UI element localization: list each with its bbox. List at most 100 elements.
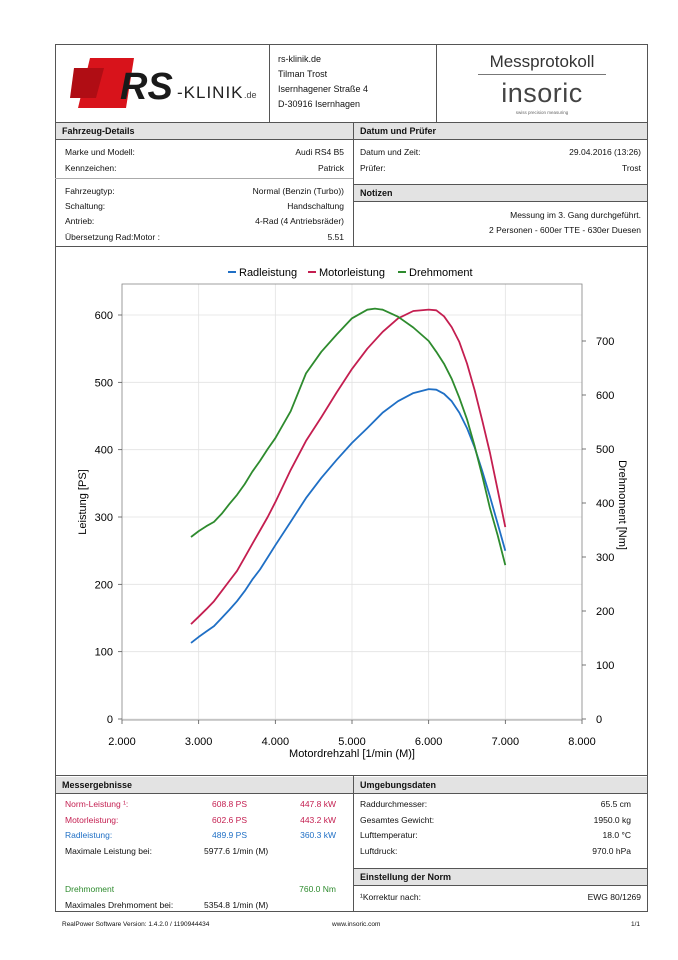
address-line: Isernhagener Straße 4 [278,84,369,94]
results-top-line [55,775,648,776]
software-version: RealPower Software Version: 1.4.2.0 / 11… [62,921,210,928]
header-bottom-line [55,122,648,123]
tester-value: Trost [621,163,641,173]
y2-tick-label: 100 [596,660,614,672]
x-tick-label: 5.000 [338,736,366,748]
max-power-value: 5977.6 1/min (M) [204,846,269,856]
max-torque-label: Maximales Drehmoment bei: [65,900,174,910]
insoric-tagline: swiss precision measuring [515,110,569,115]
x-tick-label: 8.000 [568,736,596,748]
air-temp-label: Lufttemperatur: [360,830,418,840]
x-axis-label: Motordrehzahl [1/min (M)] [289,748,415,760]
tester-label: Prüfer: [360,163,386,173]
series-line-drehmoment [190,307,507,566]
drive-label: Antrieb: [65,216,95,226]
y2-tick-label: 200 [596,606,614,618]
series-line-radleistung [190,388,507,644]
norm-power-kw: 447.8 kW [300,799,336,809]
date-tester-heading: Datum und Prüfer [354,123,647,139]
transmission-value: Handschaltung [287,201,344,211]
x-tick-label: 2.000 [108,736,136,748]
divider [55,793,648,794]
legend-item: Motorleistung [319,267,385,279]
divider [353,201,648,202]
x-tick-label: 7.000 [492,736,520,748]
results-divider [353,775,354,912]
wheel-power-ps: 489.9 PS [212,830,247,840]
divider [55,139,648,140]
vehicle-type-label: Fahrzeugtyp: [65,186,115,196]
y-tick-label: 100 [95,647,113,659]
motor-power-ps: 602.6 PS [212,815,247,825]
notes-line: 2 Personen - 600er TTE - 630er Duesen [489,225,641,235]
ratio-label: Übersetzung Rad:Motor : [65,232,160,242]
logo-rs-text: RS [120,66,173,108]
notes-line: Messung im 3. Gang durchgeführt. [510,210,641,220]
chart-grid [121,284,583,720]
y2-tick-label: 700 [596,336,614,348]
dyno-chart: Radleistung Motorleistung Drehmoment 2.000… [77,267,628,760]
divider [353,868,648,869]
wheel-diameter-value: 65.5 cm [600,799,631,809]
title-underline [478,74,606,75]
chart-legend: Radleistung Motorleistung Drehmoment [228,267,473,279]
motor-power-label: Motorleistung: [65,815,119,825]
y2-tick-label: 300 [596,552,614,564]
y2-tick-label: 600 [596,390,614,402]
date-label: Datum und Zeit: [360,147,421,157]
page-number: 1/1 [630,921,640,928]
plate-label: Kennzeichen: [65,163,117,173]
series-line-motorleistung [190,308,507,625]
address-line: D-30916 Isernhagen [278,99,361,109]
y2-tick-label: 400 [596,498,614,510]
address-line: rs-klinik.de [278,54,322,64]
max-power-label: Maximale Leistung bei: [65,846,152,856]
weight-label: Gesamtes Gewicht: [360,815,435,825]
make-model-label: Marke und Modell: [65,147,135,157]
chart-series [190,307,507,644]
vehicle-type-value: Normal (Benzin (Turbo)) [252,186,344,196]
x-tick-label: 6.000 [415,736,443,748]
chart-top-line [55,246,648,247]
x-tick-label: 3.000 [185,736,213,748]
legend-item: Drehmoment [409,267,473,279]
rs-klinik-logo: RS -KLINIK .de [70,54,260,112]
environment-heading: Umgebungsdaten [354,777,647,793]
make-model-value: Audi RS4 B5 [295,147,344,157]
y2-axis-ticks: 0 100 200 300 400 500 600 700 [582,336,614,726]
wheel-diameter-label: Raddurchmesser: [360,799,428,809]
plate-value: Patrick [318,163,344,173]
ratio-value: 5.51 [327,232,344,242]
y-tick-label: 600 [95,310,113,322]
header-divider [436,44,437,122]
website-link[interactable]: www.insoric.com [332,921,381,928]
wheel-power-label: Radleistung: [65,830,113,840]
air-pressure-label: Luftdruck: [360,846,398,856]
company-address: rs-klinik.de Tilman Trost Isernhagener S… [278,52,368,112]
divider [55,178,353,179]
torque-value: 760.0 Nm [299,884,336,894]
air-temp-value: 18.0 °C [602,830,631,840]
y-tick-label: 200 [95,579,113,591]
torque-label: Drehmoment [65,884,115,894]
y2-tick-label: 0 [596,714,602,726]
norm-power-ps: 608.8 PS [212,799,247,809]
address-line: Tilman Trost [278,69,328,79]
x-tick-label: 4.000 [262,736,290,748]
notes-heading: Notizen [354,185,647,201]
weight-value: 1950.0 kg [593,815,631,825]
y2-axis-label: Drehmoment [Nm] [616,460,628,550]
drive-value: 4-Rad (4 Antriebsräder) [255,216,344,226]
divider [353,885,648,886]
y-tick-label: 400 [95,445,113,457]
y-axis-label: Leistung [PS] [77,469,89,534]
norm-power-label: Norm-Leistung ¹: [65,799,129,809]
y-tick-label: 300 [95,512,113,524]
results-heading: Messergebnisse [56,777,353,793]
y-tick-label: 0 [107,714,113,726]
vehicle-details-heading: Fahrzeug-Details [56,123,353,139]
insoric-logo: insoric [501,78,583,108]
y-axis-ticks: 0 100 200 300 400 500 600 [95,310,122,726]
logo-klinik-text: -KLINIK [177,83,244,102]
protocol-sheet [55,44,648,912]
